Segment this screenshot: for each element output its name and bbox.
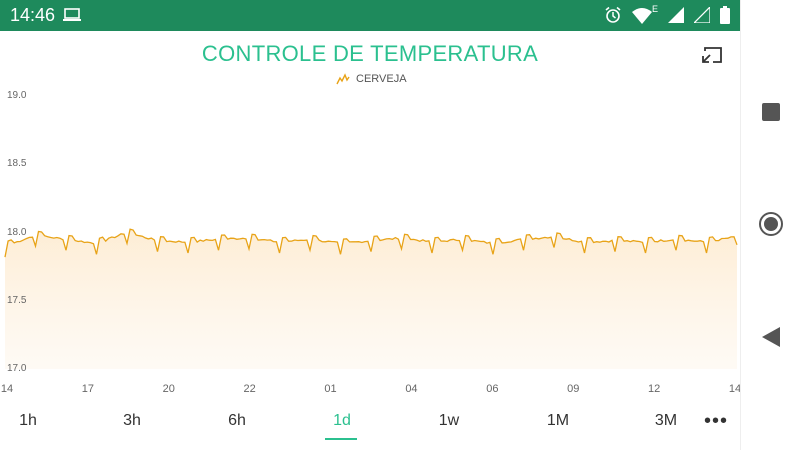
chart-plot [4, 228, 738, 369]
selected-range-indicator [325, 438, 357, 440]
signal-icon [668, 7, 684, 23]
y-tick-label: 18.0 [7, 226, 27, 238]
y-tick-label: 17.5 [7, 294, 27, 306]
laptop-icon [63, 8, 81, 21]
exit-fullscreen-icon[interactable] [700, 45, 724, 65]
x-tick-label: 20 [162, 383, 175, 395]
series-line [4, 228, 738, 258]
home-button[interactable] [741, 204, 800, 244]
status-bar: 14:46 E [0, 0, 740, 31]
battery-icon [720, 6, 730, 24]
wifi-icon [632, 8, 652, 24]
signal-icon [694, 7, 710, 23]
x-tick-label: 06 [486, 383, 499, 395]
recents-button[interactable] [741, 92, 800, 132]
range-button-1M[interactable]: 1M [546, 412, 570, 429]
y-tick-label: 19.0 [7, 90, 27, 101]
x-tick-label: 14 [728, 383, 742, 395]
range-button-3h[interactable]: 3h [123, 412, 141, 429]
range-button-6h[interactable]: 6h [228, 412, 246, 429]
legend-label: CERVEJA [356, 73, 407, 85]
status-icons: E [604, 4, 730, 25]
recents-icon [762, 103, 780, 121]
back-button[interactable] [741, 317, 800, 357]
page-title: CONTROLE DE TEMPERATURA [201, 41, 539, 66]
line-series-icon [336, 73, 350, 85]
series-area [5, 229, 737, 369]
range-button-1w[interactable]: 1w [438, 412, 460, 429]
network-type-label: E [652, 4, 659, 14]
more-options-button[interactable]: ••• [704, 410, 729, 432]
x-tick-label: 04 [405, 383, 418, 395]
back-icon [762, 327, 780, 347]
x-tick-label: 12 [647, 383, 661, 395]
y-tick-label: 18.5 [7, 158, 27, 170]
x-tick-label: 01 [324, 383, 337, 395]
home-icon [759, 212, 783, 236]
temperature-chart: 19.0 18.5 18.0 17.5 17.0 [0, 86, 740, 396]
system-nav-bar [740, 0, 800, 450]
x-tick-label: 09 [567, 383, 580, 395]
y-tick-label: 17.0 [7, 363, 27, 374]
time-range-selector: 1h 3h 6h 1d 1w 1M 3M ••• [0, 404, 740, 450]
range-button-1d[interactable]: 1d [333, 412, 351, 429]
chart-legend[interactable]: CERVEJA [336, 73, 407, 85]
x-tick-label: 14 [0, 383, 14, 395]
x-tick-label: 17 [81, 383, 94, 395]
app-content: CONTROLE DE TEMPERATURA CERVEJA 19.0 18.5… [0, 31, 742, 450]
range-button-3M[interactable]: 3M [654, 412, 678, 429]
status-time: 14:46 [10, 5, 56, 25]
range-button-1h[interactable]: 1h [19, 412, 37, 429]
alarm-icon [605, 6, 621, 23]
x-tick-label: 22 [243, 383, 256, 395]
wifi-wrapper: E [632, 4, 659, 24]
